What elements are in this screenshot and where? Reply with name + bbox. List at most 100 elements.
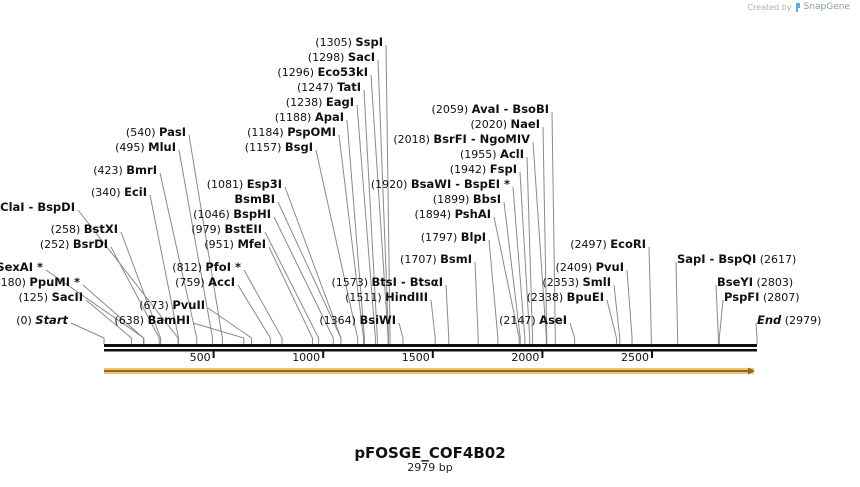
enzyme-name: Esp3I (247, 177, 282, 191)
leader-line (676, 262, 678, 344)
enzyme-site-label[interactable]: (1247) TatI (297, 80, 361, 94)
enzyme-site-label[interactable]: (2338) BpuEI (527, 290, 604, 304)
enzyme-site-label[interactable]: (951) MfeI (204, 237, 266, 251)
enzyme-name: Eco53kI (317, 65, 368, 79)
site-position: (125) (19, 291, 52, 304)
enzyme-site-label[interactable]: (1046) BspHI (193, 207, 271, 221)
site-position: (1511) (345, 291, 385, 304)
leader-line (431, 300, 435, 344)
enzyme-site-label[interactable]: (812) PfoI * (172, 260, 241, 274)
enzyme-site-label[interactable]: (673) PvuII (139, 298, 205, 312)
site-position: (1238) (286, 96, 326, 109)
site-position: (1247) (297, 81, 337, 94)
plasmid-name: pFOSGE_COF4B02 (0, 444, 860, 462)
enzyme-site-label[interactable]: (2018) BsrFI - NgoMIV (393, 132, 530, 146)
site-position: (2803) (753, 276, 793, 289)
enzyme-site-label[interactable]: (1942) FspI (450, 162, 517, 176)
site-position: (638) (115, 314, 148, 327)
site-position: (1899) (433, 193, 473, 206)
enzyme-name: PvuI (596, 260, 624, 274)
leader-line (614, 285, 620, 344)
site-position: (1046) (193, 208, 233, 221)
enzyme-site-label[interactable]: (1894) PshAI (414, 207, 491, 221)
enzyme-site-label[interactable]: (182) CsiI - SexAI * (0, 260, 43, 274)
enzyme-site-label[interactable]: (1298) SacI (308, 50, 375, 64)
enzyme-site-label[interactable]: (340) EciI (91, 185, 147, 199)
enzyme-site-label[interactable]: (638) BamHI (115, 313, 191, 327)
site-position: (979) (191, 223, 224, 236)
enzyme-name: EciI (124, 185, 147, 199)
enzyme-site-label[interactable]: (1188) ApaI (275, 110, 344, 124)
enzyme-site-label[interactable]: (540) PasI (126, 125, 186, 139)
tick-label: 2000 (511, 351, 539, 364)
enzyme-site-label[interactable]: (252) BsrDI (40, 237, 108, 251)
enzyme-site-label[interactable]: BsmBI (234, 192, 275, 206)
enzyme-name: PshAI (455, 207, 491, 221)
site-position: (340) (91, 186, 124, 199)
leader-line (570, 323, 575, 344)
enzyme-site-label[interactable]: (258) BstXI (51, 222, 118, 236)
enzyme-site-label[interactable]: (979) BstEII (191, 222, 262, 236)
leader-line (446, 285, 449, 344)
enzyme-site-label[interactable]: (2409) PvuI (556, 260, 624, 274)
enzyme-site-label[interactable]: PspFI (2807) (724, 290, 800, 304)
credit-prefix: Created by (748, 3, 792, 12)
enzyme-site-label[interactable]: (2020) NaeI (470, 117, 540, 131)
site-position: (2979) (781, 314, 821, 327)
enzyme-name: BpuEI (567, 290, 604, 304)
site-position: (2353) (542, 276, 582, 289)
enzyme-site-label[interactable]: (495) MluI (115, 140, 176, 154)
enzyme-name: BbsI (473, 192, 501, 206)
enzyme-site-label[interactable]: (759) AccI (175, 275, 235, 289)
enzyme-name: AseI (539, 313, 567, 327)
enzyme-name: End (757, 313, 782, 327)
snapgene-credit: Created by SnapGene (748, 2, 850, 12)
plasmid-length: 2979 bp (0, 461, 860, 474)
enzyme-site-label[interactable]: (1157) BsgI (245, 140, 313, 154)
site-position: (2018) (393, 133, 433, 146)
enzyme-site-label[interactable]: (1364) BsiWI (319, 313, 396, 327)
enzyme-site-label[interactable]: (1573) BtsI - BtsαI (331, 275, 443, 289)
enzyme-site-label[interactable]: (1511) HindIII (345, 290, 428, 304)
leader-line (489, 240, 498, 344)
enzyme-site-label[interactable]: (1707) BsmI (400, 252, 472, 266)
enzyme-site-label[interactable]: (2147) AseI (499, 313, 567, 327)
enzyme-site-label[interactable]: (1899) BbsI (433, 192, 501, 206)
enzyme-site-label[interactable]: End (2979) (757, 313, 821, 327)
site-position: (673) (139, 299, 172, 312)
enzyme-site-label[interactable]: (0) Start (16, 313, 68, 327)
enzyme-site-label[interactable]: (125) SacII (19, 290, 84, 304)
site-position: (1081) (207, 178, 247, 191)
enzyme-site-label[interactable]: (2059) AvaI - BsoBI (432, 102, 549, 116)
enzyme-site-label[interactable]: (2497) EcoRI (570, 237, 646, 251)
enzyme-site-label[interactable]: (1797) BlpI (421, 230, 486, 244)
enzyme-site-label[interactable]: (1184) PspOMI (247, 125, 336, 139)
site-position: (759) (175, 276, 208, 289)
enzyme-name: HindIII (385, 290, 428, 304)
site-position: (0) (16, 314, 35, 327)
site-position: (1296) (277, 66, 317, 79)
enzyme-site-label[interactable]: (423) BmrI (93, 163, 157, 177)
enzyme-site-label[interactable]: (338) ClaI - BspDI (0, 200, 75, 214)
enzyme-site-label[interactable]: (1238) EagI (286, 95, 354, 109)
enzyme-site-label[interactable]: (2353) SmlI (542, 275, 611, 289)
enzyme-name: BsmI (440, 252, 472, 266)
enzyme-site-label[interactable]: (1081) Esp3I (207, 177, 282, 191)
enzyme-site-label[interactable]: (1955) AclI (460, 147, 524, 161)
enzyme-site-label[interactable]: (1296) Eco53kI (277, 65, 368, 79)
enzyme-name: MluI (148, 140, 176, 154)
enzyme-name: BsgI (285, 140, 313, 154)
site-position: (2147) (499, 314, 539, 327)
enzyme-name: BsrFI - NgoMIV (433, 132, 530, 146)
enzyme-site-label[interactable]: BseYI (2803) (717, 275, 793, 289)
site-position: (423) (93, 164, 126, 177)
enzyme-site-label[interactable]: SapI - BspQI (2617) (677, 252, 796, 266)
enzyme-site-label[interactable]: (1920) BsaWI - BspEI * (371, 177, 510, 191)
site-position: (951) (204, 238, 237, 251)
enzyme-site-label[interactable]: (1305) SspI (315, 35, 383, 49)
enzyme-site-label[interactable]: (180) PpuMI * (0, 275, 80, 289)
enzyme-name: BsmBI (234, 192, 275, 206)
tick-label: 1000 (292, 351, 320, 364)
